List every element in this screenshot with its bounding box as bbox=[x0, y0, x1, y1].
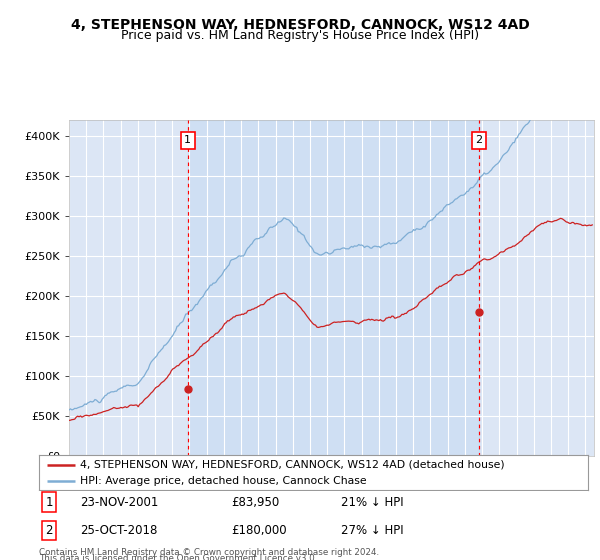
Text: This data is licensed under the Open Government Licence v3.0.: This data is licensed under the Open Gov… bbox=[39, 554, 317, 560]
Text: 2: 2 bbox=[475, 136, 482, 146]
Text: 25-OCT-2018: 25-OCT-2018 bbox=[80, 524, 158, 537]
Text: 23-NOV-2001: 23-NOV-2001 bbox=[80, 496, 158, 508]
Text: 2: 2 bbox=[46, 524, 53, 537]
Text: HPI: Average price, detached house, Cannock Chase: HPI: Average price, detached house, Cann… bbox=[80, 475, 367, 486]
Text: 1: 1 bbox=[184, 136, 191, 146]
Text: 4, STEPHENSON WAY, HEDNESFORD, CANNOCK, WS12 4AD (detached house): 4, STEPHENSON WAY, HEDNESFORD, CANNOCK, … bbox=[80, 460, 505, 470]
Text: 4, STEPHENSON WAY, HEDNESFORD, CANNOCK, WS12 4AD: 4, STEPHENSON WAY, HEDNESFORD, CANNOCK, … bbox=[71, 18, 529, 32]
Text: Price paid vs. HM Land Registry's House Price Index (HPI): Price paid vs. HM Land Registry's House … bbox=[121, 29, 479, 42]
Bar bbox=[188, 120, 479, 456]
Text: 21% ↓ HPI: 21% ↓ HPI bbox=[341, 496, 404, 508]
Text: £180,000: £180,000 bbox=[231, 524, 287, 537]
Text: Contains HM Land Registry data © Crown copyright and database right 2024.: Contains HM Land Registry data © Crown c… bbox=[39, 548, 379, 557]
Text: 1: 1 bbox=[46, 496, 53, 508]
Text: £83,950: £83,950 bbox=[231, 496, 280, 508]
Text: 27% ↓ HPI: 27% ↓ HPI bbox=[341, 524, 404, 537]
